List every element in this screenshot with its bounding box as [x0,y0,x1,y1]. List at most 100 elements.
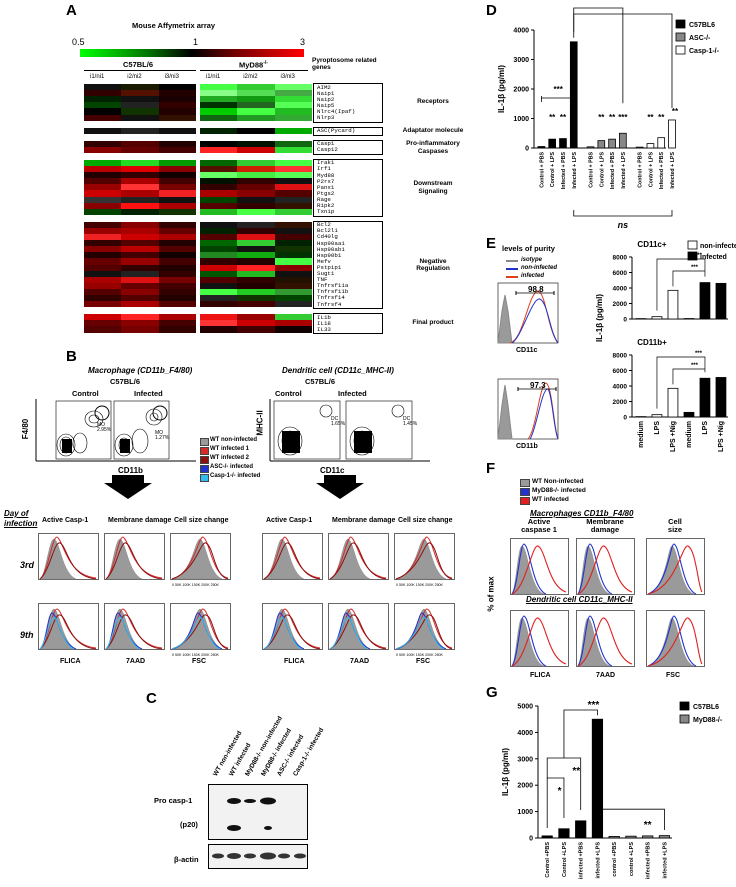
category-label: medium [638,421,645,448]
heatmap-cell [159,301,197,307]
group-wt-bracket [84,70,196,73]
bar [647,144,654,148]
f-legend-label: MyD88-/- infected [532,487,586,494]
bar [684,412,694,417]
heatmap-cell [121,301,159,307]
heatmap-cell [200,147,238,153]
bar [652,415,662,417]
panel-a-heatmap: Mouse Affymetrix array 0.5 1 3 C57BL/6 M… [0,0,480,345]
f-ylabel: % of max [488,576,496,611]
purity-legend-label: isotype [521,257,542,263]
category-label: Control +LPS [562,842,568,877]
legend-swatch [200,465,209,473]
histogram [38,603,100,659]
color-scale-bar [80,49,304,57]
category-label: LPS +Nig [670,421,677,452]
category-label: Receptors [388,98,478,106]
heatmap-cell [159,115,197,121]
y-tick-label: 6000 [613,368,628,375]
hist-x-title: 7AAD [350,658,369,665]
significance: *** [695,351,703,357]
legend-label: MyD88-/- [693,717,723,724]
purity-legend-line [506,260,518,262]
category-label: infected +PBS [646,842,652,879]
heatmap-cell [84,209,122,215]
bar [668,388,678,417]
legend-label: C57BL6 [689,22,715,29]
y-tick-label: 3000 [513,57,529,64]
cd11b-xlabel: CD11b [516,443,538,450]
heatmap-cell [84,128,122,134]
f-histogram [646,610,706,668]
hist-col-title: Membrane damage [332,517,395,524]
significance: ** [549,113,556,122]
y-tick-label: 6000 [613,270,628,277]
category-label: Pro-inflammatory Caspases [388,140,478,156]
e-chart-title: CD11c+ [637,240,666,249]
heatmap-cell [275,115,313,121]
day-label: Day of infection [4,509,46,528]
y-axis-label: IL-1β (pg/ml) [595,294,604,342]
row-procasp1: Pro casp-1 [154,797,192,805]
heatmap-cell [121,209,159,215]
category-label: Negative Regulation [388,258,478,274]
category-label: Control + PBS [638,152,644,188]
histogram [328,603,390,659]
f-histogram [646,538,706,596]
bar [668,290,678,319]
purity-legend-label: non-infected [521,265,557,271]
side-title: Pyroptosome related genes [312,57,382,72]
cd11c-pct: 98.8 [528,286,544,294]
category-label: LPS [654,421,661,435]
y-tick-label: 8000 [613,353,628,360]
category-label: Control + LPS [648,152,654,188]
y-tick-label: 0 [529,836,533,843]
f-legend-swatch [520,497,530,505]
significance: *** [588,700,600,711]
row-p20: (p20) [180,821,198,829]
histogram [262,603,324,659]
bar [549,139,556,148]
fsc-ticks: 0 50K 100K 150K 200K 250K [172,583,220,587]
heatmap-cell [200,301,238,307]
bar [636,147,643,148]
legend-label: non-infected [700,243,736,250]
bar [658,138,665,148]
heatmap-title: Mouse Affymetrix array [132,22,215,30]
heatmap-cell [237,115,275,121]
f-legend-swatch [520,488,530,496]
bar [700,283,710,319]
y-tick-label: 1000 [517,809,533,816]
category-label: LPS +Nig [718,421,725,452]
legend-swatch [680,702,689,710]
category-label: Infected + LPS [670,152,676,189]
heatmap-cell [275,147,313,153]
y-axis-label: IL-1β (pg/ml) [497,65,506,113]
y-tick-label: 2000 [513,87,529,94]
cd11b-pct: 97.3 [530,382,546,390]
gene-label: Casp12 [317,147,338,153]
bar [609,836,619,838]
f-dc-title: Dendritic cell CD11c_MHC-II [526,596,633,604]
y-tick-label: 2000 [613,301,628,308]
significance: ** [572,766,580,777]
heatmap-cell [200,115,238,121]
legend-swatch [200,447,209,455]
arrows [0,473,480,503]
heatmap-cell [237,147,275,153]
scale-min: 0.5 [72,38,85,47]
heatmap-cell [84,115,122,121]
column-header: i2/ni2 [127,74,141,80]
scale-mid: 1 [193,38,198,47]
heatmap-cell [237,301,275,307]
lane-label: Casp-1-/- infected [292,727,325,778]
